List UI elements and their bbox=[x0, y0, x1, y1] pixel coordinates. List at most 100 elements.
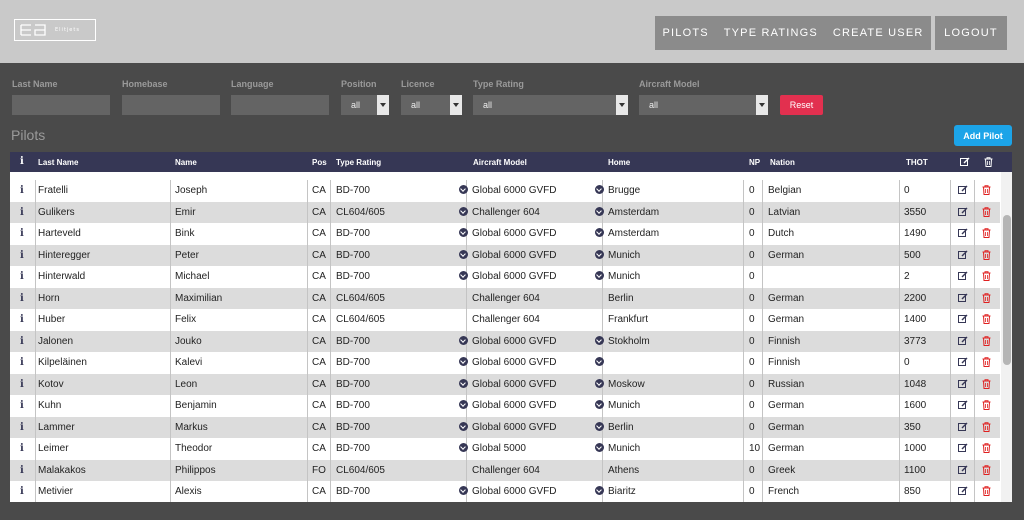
trash-icon[interactable] bbox=[982, 271, 991, 284]
trash-icon[interactable] bbox=[982, 486, 991, 499]
nav-type-ratings[interactable]: TYPE RATINGS bbox=[723, 27, 818, 39]
info-icon[interactable]: i bbox=[20, 464, 24, 476]
chevron-down-icon[interactable] bbox=[459, 185, 468, 194]
edit-icon[interactable] bbox=[958, 228, 968, 241]
chevron-down-icon[interactable] bbox=[459, 357, 468, 366]
table-row[interactable]: i Kuhn Benjamin CA BD-700 Global 6000 GVFD Mun… bbox=[10, 395, 1000, 417]
chevron-down-icon[interactable] bbox=[459, 271, 468, 280]
header-type-rating[interactable]: Type Rating bbox=[336, 158, 382, 167]
table-row[interactable]: i Leimer Theodor CA BD-700 Global 5000 Munich 1… bbox=[10, 438, 1000, 460]
scrollbar-thumb[interactable] bbox=[1003, 215, 1011, 365]
table-row[interactable]: i Jalonen Jouko CA BD-700 Global 6000 GVFD Sto… bbox=[10, 330, 1000, 352]
chevron-down-icon[interactable] bbox=[595, 443, 604, 452]
trash-icon[interactable] bbox=[982, 464, 991, 478]
info-icon[interactable]: i bbox=[20, 228, 24, 239]
chevron-down-icon[interactable] bbox=[459, 249, 468, 259]
table-row[interactable]: i Gulikers Emir CA CL604/605 Challenger 604 Am… bbox=[10, 201, 1000, 223]
trash-icon[interactable] bbox=[982, 443, 991, 456]
chevron-down-icon[interactable] bbox=[595, 378, 604, 388]
chevron-down-icon[interactable] bbox=[459, 335, 468, 345]
info-icon[interactable]: i bbox=[20, 314, 24, 325]
table-row[interactable]: i Kilpeläinen Kalevi CA BD-700 Global 6000 GV… bbox=[10, 352, 1000, 374]
info-icon[interactable]: i bbox=[20, 249, 24, 261]
edit-icon[interactable] bbox=[958, 207, 968, 220]
edit-icon[interactable] bbox=[958, 293, 968, 306]
header-name[interactable]: Name bbox=[175, 158, 197, 167]
header-np[interactable]: NP bbox=[749, 158, 761, 167]
info-icon[interactable]: i bbox=[20, 357, 24, 368]
add-pilot-button[interactable]: Add Pilot bbox=[954, 125, 1012, 146]
chevron-down-icon[interactable] bbox=[459, 378, 468, 388]
table-row[interactable]: i Malakakos Philippos FO CL604/605 Challenger… bbox=[10, 459, 1000, 481]
edit-icon[interactable] bbox=[958, 336, 968, 349]
table-row[interactable]: i Kotov Leon CA BD-700 Global 6000 GVFD Moskow… bbox=[10, 373, 1000, 395]
trash-icon[interactable] bbox=[982, 378, 991, 392]
table-row[interactable]: i Lammer Markus CA BD-700 Global 6000 GVFD Ber… bbox=[10, 416, 1000, 438]
table-row[interactable]: i Hinteregger Peter CA BD-700 Global 6000 GVF… bbox=[10, 244, 1000, 266]
edit-icon[interactable] bbox=[958, 379, 968, 392]
info-icon[interactable]: i bbox=[20, 271, 24, 282]
chevron-down-icon[interactable] bbox=[459, 421, 468, 431]
chevron-down-icon[interactable] bbox=[595, 486, 604, 495]
edit-icon[interactable] bbox=[958, 443, 968, 456]
chevron-down-icon[interactable] bbox=[459, 400, 468, 409]
info-icon[interactable]: i bbox=[20, 185, 24, 196]
chevron-down-icon[interactable] bbox=[459, 228, 468, 237]
trash-icon[interactable] bbox=[982, 228, 991, 241]
chevron-down-icon[interactable] bbox=[459, 486, 468, 495]
nav-pilots[interactable]: PILOTS bbox=[662, 27, 709, 39]
chevron-down-icon[interactable] bbox=[595, 185, 604, 194]
chevron-down-icon[interactable] bbox=[595, 421, 604, 431]
trash-icon[interactable] bbox=[982, 421, 991, 435]
table-row[interactable]: i Horn Maximilian CA CL604/605 Challenger 604… bbox=[10, 287, 1000, 309]
trash-icon[interactable] bbox=[982, 185, 991, 198]
edit-icon[interactable] bbox=[958, 314, 968, 327]
header-nation[interactable]: Nation bbox=[770, 158, 795, 167]
info-icon[interactable]: i bbox=[20, 486, 24, 497]
chevron-down-icon[interactable] bbox=[595, 228, 604, 237]
info-icon[interactable]: i bbox=[20, 421, 24, 433]
info-icon[interactable]: i bbox=[20, 335, 24, 347]
trash-icon[interactable] bbox=[982, 206, 991, 220]
reset-button[interactable]: Reset bbox=[780, 95, 823, 115]
edit-icon[interactable] bbox=[958, 486, 968, 499]
header-pos[interactable]: Pos bbox=[312, 158, 327, 167]
nav-create-user[interactable]: CREATE USER bbox=[832, 27, 924, 39]
info-icon[interactable]: i bbox=[20, 443, 24, 454]
chevron-down-icon[interactable] bbox=[595, 249, 604, 259]
edit-icon[interactable] bbox=[958, 422, 968, 435]
edit-icon[interactable] bbox=[958, 185, 968, 198]
edit-icon[interactable] bbox=[958, 250, 968, 263]
type-rating-select[interactable]: all bbox=[473, 95, 628, 115]
chevron-down-icon[interactable] bbox=[595, 335, 604, 345]
chevron-down-icon[interactable] bbox=[459, 206, 468, 216]
info-icon[interactable]: i bbox=[20, 378, 24, 390]
edit-icon[interactable] bbox=[958, 400, 968, 413]
trash-icon[interactable] bbox=[982, 292, 991, 306]
chevron-down-icon[interactable] bbox=[459, 443, 468, 452]
logo[interactable]: Elitjets bbox=[14, 19, 96, 41]
trash-icon[interactable] bbox=[982, 357, 991, 370]
trash-icon[interactable] bbox=[982, 249, 991, 263]
header-thot[interactable]: THOT bbox=[906, 158, 928, 167]
edit-icon[interactable] bbox=[958, 465, 968, 478]
header-home[interactable]: Home bbox=[608, 158, 631, 167]
header-aircraft-model[interactable]: Aircraft Model bbox=[473, 158, 527, 167]
trash-icon[interactable] bbox=[982, 335, 991, 349]
info-icon[interactable]: i bbox=[20, 206, 24, 218]
aircraft-model-select[interactable]: all bbox=[639, 95, 768, 115]
chevron-down-icon[interactable] bbox=[595, 271, 604, 280]
language-input[interactable] bbox=[231, 95, 329, 115]
table-row[interactable]: i Huber Felix CA CL604/605 Challenger 604 Fran… bbox=[10, 309, 1000, 331]
info-icon[interactable]: i bbox=[20, 400, 24, 411]
table-row[interactable]: i Metivier Alexis CA BD-700 Global 6000 GVFD B… bbox=[10, 481, 1000, 502]
trash-icon[interactable] bbox=[982, 400, 991, 413]
info-icon[interactable]: i bbox=[20, 292, 24, 304]
position-select[interactable]: all bbox=[341, 95, 389, 115]
edit-icon[interactable] bbox=[958, 271, 968, 284]
last-name-input[interactable] bbox=[12, 95, 110, 115]
logout-button[interactable]: LOGOUT bbox=[935, 16, 1007, 50]
homebase-input[interactable] bbox=[122, 95, 220, 115]
chevron-down-icon[interactable] bbox=[595, 206, 604, 216]
licence-select[interactable]: all bbox=[401, 95, 462, 115]
